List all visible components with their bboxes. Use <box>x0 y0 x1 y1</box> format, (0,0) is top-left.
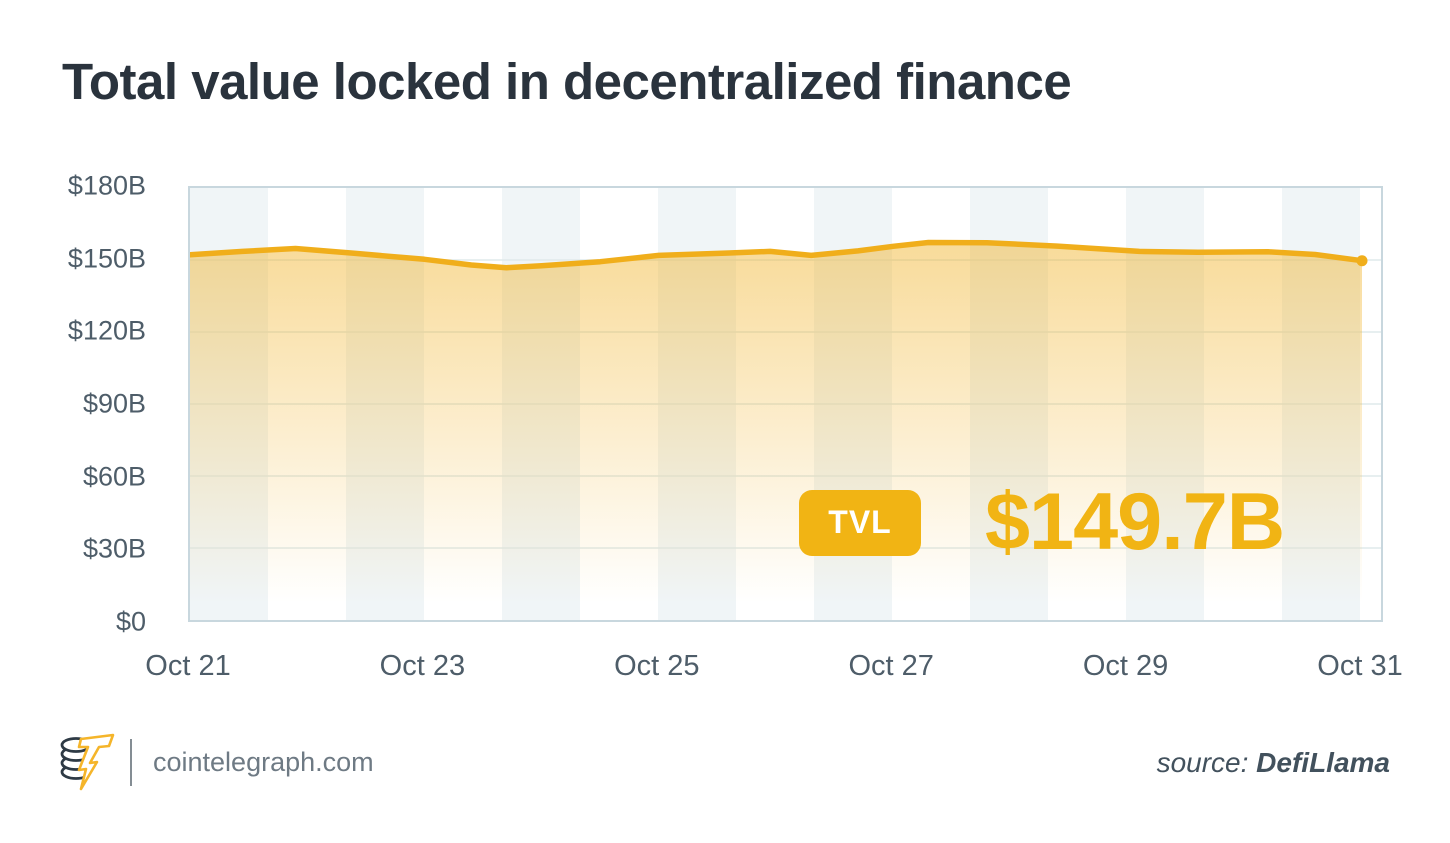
tvl-line <box>190 239 1365 271</box>
y-tick-label: $0 <box>115 606 146 637</box>
y-tick-label: $60B <box>82 461 146 492</box>
footer-brand: cointelegraph.com <box>54 732 374 792</box>
y-tick-label: $150B <box>67 243 146 274</box>
page-title: Total value locked in decentralized fina… <box>62 53 1072 110</box>
x-tick-label: Oct 29 <box>1082 650 1169 682</box>
source-value: DefiLlama <box>1256 747 1390 778</box>
footer-site-text: cointelegraph.com <box>153 746 374 777</box>
tvl-area-fill <box>190 242 1362 620</box>
tvl-value: $149.7B <box>985 477 1285 567</box>
x-tick-label: Oct 23 <box>379 650 466 682</box>
y-tick-label: $180B <box>67 170 146 201</box>
tvl-badge: TVL <box>799 489 921 556</box>
area-line-svg <box>190 239 1381 620</box>
x-tick-label: Oct 21 <box>145 650 231 682</box>
lightning-bolt-icon <box>77 733 115 791</box>
y-tick-label: $120B <box>67 315 146 346</box>
plot-area <box>188 186 1383 622</box>
y-tick-label: $30B <box>82 533 146 564</box>
line-end-dot <box>1356 255 1368 267</box>
source-label: source: <box>1156 747 1249 778</box>
footer-divider <box>130 738 132 786</box>
x-tick-label: Oct 25 <box>614 650 700 682</box>
source-credit: source: DefiLlama <box>1157 747 1390 779</box>
y-tick-label: $90B <box>82 388 146 419</box>
tvl-callout: TVL $149.7B <box>799 477 1285 567</box>
x-axis: Oct 21 Oct 23 Oct 25 Oct 27 Oct 29 Oct 31 <box>145 650 1402 692</box>
cointelegraph-logo-icon <box>60 733 115 791</box>
x-tick-label: Oct 27 <box>848 650 934 682</box>
x-tick-label: Oct 31 <box>1317 650 1403 682</box>
y-axis: $180B $150B $120B $90B $60B $30B $0 <box>0 171 146 637</box>
